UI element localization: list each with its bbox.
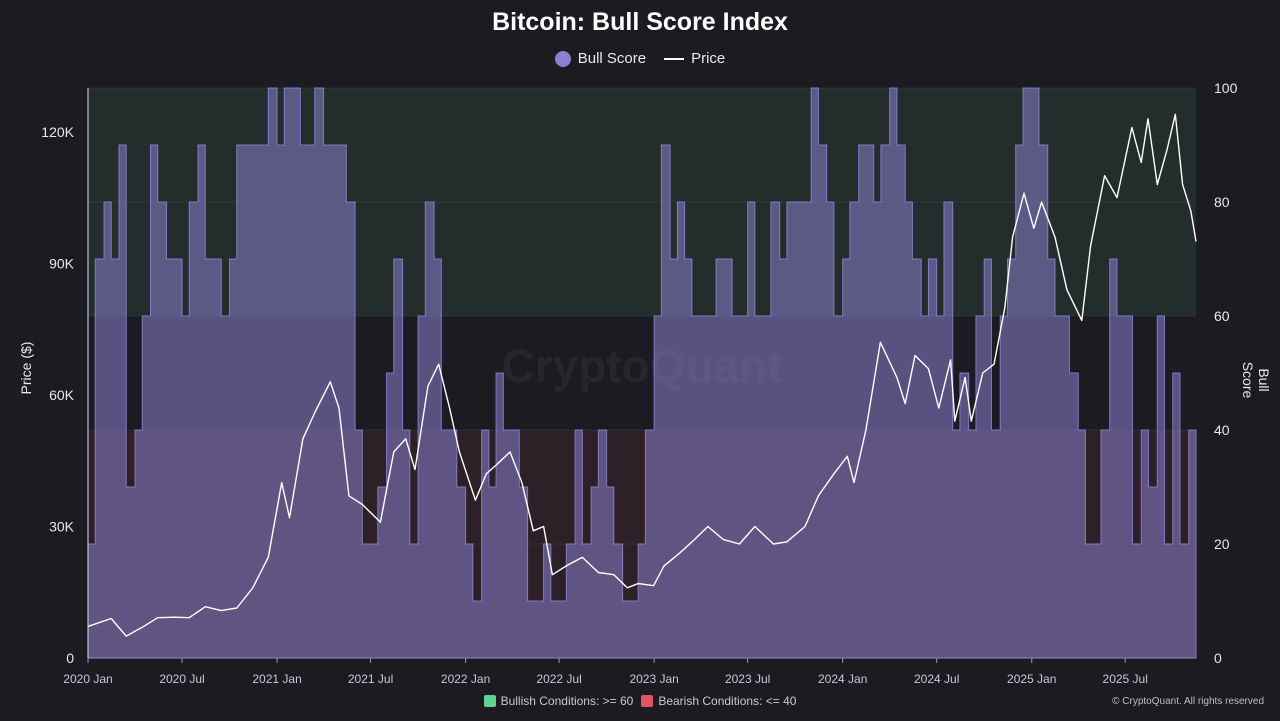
x-tick-label: 2022 Jan <box>441 672 490 686</box>
x-tick-label: 2021 Jan <box>252 672 301 686</box>
y-right-tick-label: 40 <box>1214 422 1230 438</box>
chart-title: Bitcoin: Bull Score Index <box>492 8 788 36</box>
zone-legend-bullish: Bullish Conditions: >= 60 <box>483 694 634 708</box>
x-tick-label: 2025 Jul <box>1103 672 1148 686</box>
bearish-square-icon <box>641 695 654 707</box>
zone-legend-bearish-label: Bearish Conditions: <= 40 <box>658 694 797 708</box>
price-layer <box>87 113 1197 637</box>
y-right-tick-label: 100 <box>1214 80 1238 96</box>
legend-label-bull-score: Bull Score <box>577 50 647 67</box>
bullish-square-icon <box>483 695 496 707</box>
bull-score-layer <box>87 87 1197 659</box>
chart-legend: Bull Score Price <box>0 50 1280 67</box>
x-tick-label: 2023 Jan <box>629 672 678 686</box>
legend-item-bull-score[interactable]: Bull Score <box>554 50 647 67</box>
x-tick-label: 2024 Jul <box>914 672 959 686</box>
zone-legend-bearish: Bearish Conditions: <= 40 <box>641 694 796 708</box>
x-tick-label: 2020 Jan <box>63 672 112 686</box>
x-tick-label: 2020 Jul <box>159 672 204 686</box>
legend-label-price: Price <box>691 50 726 67</box>
legend-dot-icon <box>554 50 571 67</box>
y-right-tick-label: 80 <box>1214 194 1230 210</box>
y-left-tick-label: 30K <box>49 518 75 534</box>
x-tick-label: 2022 Jul <box>536 672 581 686</box>
zone-legend-bullish-label: Bullish Conditions: >= 60 <box>500 694 634 708</box>
y-left-tick-label: 90K <box>49 255 75 271</box>
x-tick-label: 2024 Jan <box>818 672 867 686</box>
zone-legend: Bullish Conditions: >= 60 Bearish Condit… <box>0 694 1280 708</box>
x-tick-label: 2021 Jul <box>348 672 393 686</box>
copyright-notice: © CryptoQuant. All rights reserved <box>1112 696 1264 707</box>
legend-item-price[interactable]: Price <box>664 50 725 67</box>
y-right-tick-label: 20 <box>1214 536 1230 552</box>
bull-score-area <box>87 87 1197 659</box>
y-left-tick-label: 60K <box>49 387 75 403</box>
price-line <box>87 113 1197 637</box>
x-tick-label: 2023 Jul <box>725 672 770 686</box>
y-left-tick-label: 120K <box>41 124 74 140</box>
y-right-tick-label: 60 <box>1214 308 1230 324</box>
axes: 0 30K 60K 90K 120K 0 20 40 60 80 100 2020 Jan 2020 J… <box>41 80 1237 686</box>
y-right-tick-label: 0 <box>1214 650 1222 666</box>
y-left-tick-label: 0 <box>66 650 74 666</box>
x-tick-label: 2025 Jan <box>1007 672 1056 686</box>
legend-line-icon <box>664 57 685 60</box>
